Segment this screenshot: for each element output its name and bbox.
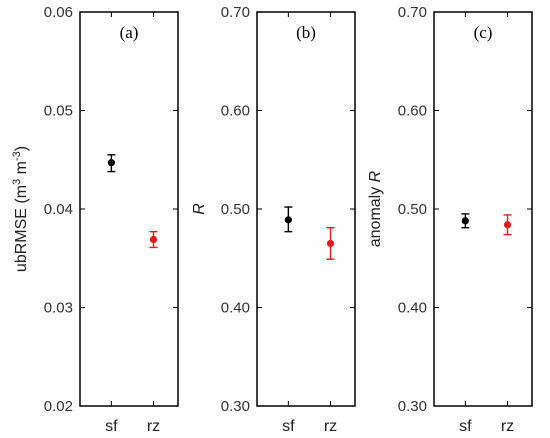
data-point-sf bbox=[284, 216, 292, 224]
y-tick-label: 0.04 bbox=[44, 201, 73, 218]
panel-label: (b) bbox=[296, 23, 316, 42]
y-axis-label-text: R bbox=[191, 203, 208, 215]
y-tick-label: 0.30 bbox=[398, 398, 427, 415]
y-axis-label-part: ) bbox=[13, 146, 30, 151]
y-tick-label: 0.40 bbox=[221, 300, 250, 317]
y-axis-label-part: m bbox=[13, 161, 30, 179]
plot-frame bbox=[256, 11, 356, 407]
category-label-sf: sf bbox=[282, 418, 295, 435]
data-point-rz bbox=[149, 235, 158, 244]
y-axis-label: R bbox=[191, 203, 208, 215]
y-tick-label: 0.02 bbox=[44, 398, 73, 415]
panel-label: (c) bbox=[474, 23, 493, 42]
y-axis-label-italic: R bbox=[367, 170, 384, 182]
y-axis-label-part: ubRMSE (m bbox=[13, 185, 30, 272]
y-tick-label: 0.60 bbox=[221, 103, 250, 120]
data-point-rz bbox=[503, 221, 512, 229]
panel-3: 0.30 0.40 0.50 0.60 0.70 sf rz (c) anomaly R bbox=[367, 4, 533, 435]
data-point-sf bbox=[107, 159, 115, 167]
y-tick-label: 0.03 bbox=[44, 300, 73, 317]
y-tick-label: 0.70 bbox=[221, 4, 250, 21]
y-tick-label: 0.40 bbox=[398, 300, 427, 317]
y-axis-label-part: -3 bbox=[11, 151, 23, 161]
y-axis-label-part: 3 bbox=[11, 179, 23, 185]
category-label-rz: rz bbox=[324, 418, 337, 435]
category-label-sf: sf bbox=[459, 418, 472, 435]
category-label-rz: rz bbox=[501, 418, 514, 435]
panel-label: (a) bbox=[120, 23, 139, 42]
y-axis-label: anomaly R bbox=[367, 170, 384, 247]
y-tick-label: 0.50 bbox=[221, 201, 250, 218]
data-point-rz bbox=[326, 239, 335, 248]
y-tick-label: 0.30 bbox=[221, 398, 250, 415]
panel-1: 0.02 0.03 0.04 0.05 0.06 sf rz (a) ubRMSE (m3 m-… bbox=[11, 4, 179, 435]
data-point-sf bbox=[461, 217, 469, 225]
y-tick-label: 0.06 bbox=[44, 4, 73, 21]
category-label-rz: rz bbox=[147, 418, 160, 435]
y-tick-label: 0.05 bbox=[44, 103, 73, 120]
panel-2: 0.30 0.40 0.50 0.60 0.70 sf rz (b) R bbox=[191, 4, 356, 435]
category-label-sf: sf bbox=[105, 418, 118, 435]
y-tick-label: 0.60 bbox=[398, 103, 427, 120]
y-axis-label: ubRMSE (m3 m-3) bbox=[11, 146, 30, 272]
plot-frame bbox=[79, 11, 179, 407]
plot-frame bbox=[433, 11, 533, 407]
y-axis-label-text: anomaly bbox=[367, 182, 384, 247]
y-tick-label: 0.50 bbox=[398, 201, 427, 218]
y-tick-label: 0.70 bbox=[398, 4, 427, 21]
